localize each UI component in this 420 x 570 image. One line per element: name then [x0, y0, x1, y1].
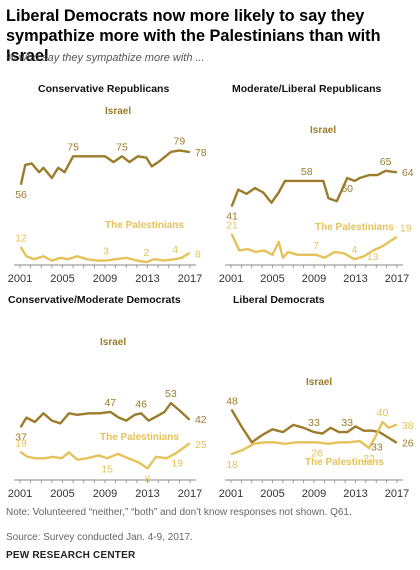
x-tick-label: 2001	[8, 488, 32, 500]
data-label: 26	[311, 447, 323, 459]
data-label: 42	[195, 414, 207, 426]
series-line-israel	[19, 401, 191, 428]
x-tick-label: 2009	[93, 488, 117, 500]
data-label: 33	[341, 417, 353, 429]
data-label: 15	[101, 463, 113, 475]
series-label-palestinians: The Palestinians	[105, 220, 184, 231]
data-label: 33	[308, 417, 320, 429]
series-label-palestinians: The Palestinians	[100, 432, 179, 443]
panel-title: Moderate/Liberal Republicans	[232, 83, 382, 95]
x-tick-label: 2001	[219, 273, 243, 285]
data-label: 19	[15, 437, 27, 449]
data-label: 19	[171, 457, 183, 469]
series-line-palestinians	[19, 442, 191, 470]
x-tick-label: 2013	[135, 488, 159, 500]
x-tick-label: 2005	[50, 488, 74, 500]
data-label: 41	[226, 211, 238, 223]
data-label: 4	[352, 244, 358, 256]
data-label: 40	[377, 407, 389, 419]
series-line-palestinians	[19, 246, 191, 264]
footnote: Note: Volunteered “neither,” “both” and …	[6, 507, 352, 518]
x-tick-label: 2017	[385, 273, 409, 285]
x-tick-label: 2005	[50, 273, 74, 285]
data-label: 22	[363, 453, 375, 465]
data-label: 7	[313, 240, 319, 252]
x-tick-label: 2001	[219, 488, 243, 500]
chart-panel-1: Conservative Republicans 2001 2005 2009 2013…	[8, 83, 207, 285]
series-line-israel	[230, 409, 398, 444]
data-label: 56	[15, 189, 27, 201]
chart-panel-3: Conservative/Moderate Democrats 2001 2005 2…	[8, 294, 207, 500]
source-note: Source: Survey conducted Jan. 4-9, 2017.	[6, 532, 193, 543]
x-tick-label: 2009	[302, 488, 326, 500]
data-label: 8	[195, 248, 201, 260]
data-label: 8	[145, 473, 151, 485]
x-tick-label: 2001	[8, 273, 32, 285]
data-label: 13	[367, 251, 379, 263]
data-label: 53	[165, 388, 177, 400]
data-label: 48	[226, 395, 238, 407]
series-label-palestinians: The Palestinians	[305, 457, 384, 468]
data-label: 58	[301, 166, 313, 178]
x-tick-label: 2017	[178, 488, 202, 500]
panel-title: Conservative/Moderate Democrats	[8, 294, 181, 306]
page-subtitle: % who say they sympathize more with ...	[6, 52, 205, 64]
x-tick-label: 2013	[343, 273, 367, 285]
data-label: 38	[402, 420, 414, 432]
series-label-israel: Israel	[310, 125, 336, 136]
series-label-palestinians: The Palestinians	[315, 222, 394, 233]
org-credit: PEW RESEARCH CENTER	[6, 550, 136, 561]
x-tick-label: 2005	[260, 488, 284, 500]
data-label: 78	[195, 147, 207, 159]
x-tick-label: 2009	[302, 273, 326, 285]
data-label: 64	[402, 167, 414, 179]
panel-title: Conservative Republicans	[38, 83, 169, 95]
x-tick-label: 2017	[385, 488, 409, 500]
chart-panel-4: Liberal Democrats 2001 2005 2009 2013 2017 Isr…	[219, 294, 414, 500]
data-label: 25	[195, 439, 207, 451]
data-label: 26	[402, 437, 414, 449]
series-line-palestinians	[230, 233, 398, 261]
panel-title: Liberal Democrats	[233, 294, 325, 306]
data-label: 75	[67, 141, 79, 153]
data-label: 3	[103, 246, 109, 258]
x-tick-label: 2013	[135, 273, 159, 285]
data-label: 21	[226, 220, 238, 232]
data-label: 60	[341, 183, 353, 195]
data-label: 46	[135, 398, 147, 410]
chart-panel-2: Moderate/Liberal Republicans 2001 2005 2009…	[219, 83, 414, 285]
series-line-israel	[19, 149, 191, 186]
data-label: 4	[172, 244, 178, 256]
x-tick-label: 2009	[93, 273, 117, 285]
data-label: 65	[380, 156, 392, 168]
series-label-israel: Israel	[100, 337, 126, 348]
data-label: 79	[174, 135, 186, 147]
series-label-israel: Israel	[105, 106, 131, 117]
series-line-palestinians	[230, 420, 398, 456]
x-tick-label: 2017	[178, 273, 202, 285]
data-label: 2	[144, 247, 150, 259]
x-tick-label: 2005	[260, 273, 284, 285]
data-label: 18	[226, 459, 238, 471]
data-label: 37	[15, 431, 27, 443]
x-tick-label: 2013	[343, 488, 367, 500]
data-label: 12	[15, 233, 27, 245]
data-label: 33	[371, 442, 383, 454]
series-label-israel: Israel	[306, 377, 332, 388]
series-line-israel	[230, 169, 398, 207]
data-label: 47	[104, 397, 116, 409]
data-label: 19	[400, 222, 412, 234]
data-label: 75	[116, 141, 128, 153]
page-title: Liberal Democrats now more likely to say…	[6, 7, 381, 65]
